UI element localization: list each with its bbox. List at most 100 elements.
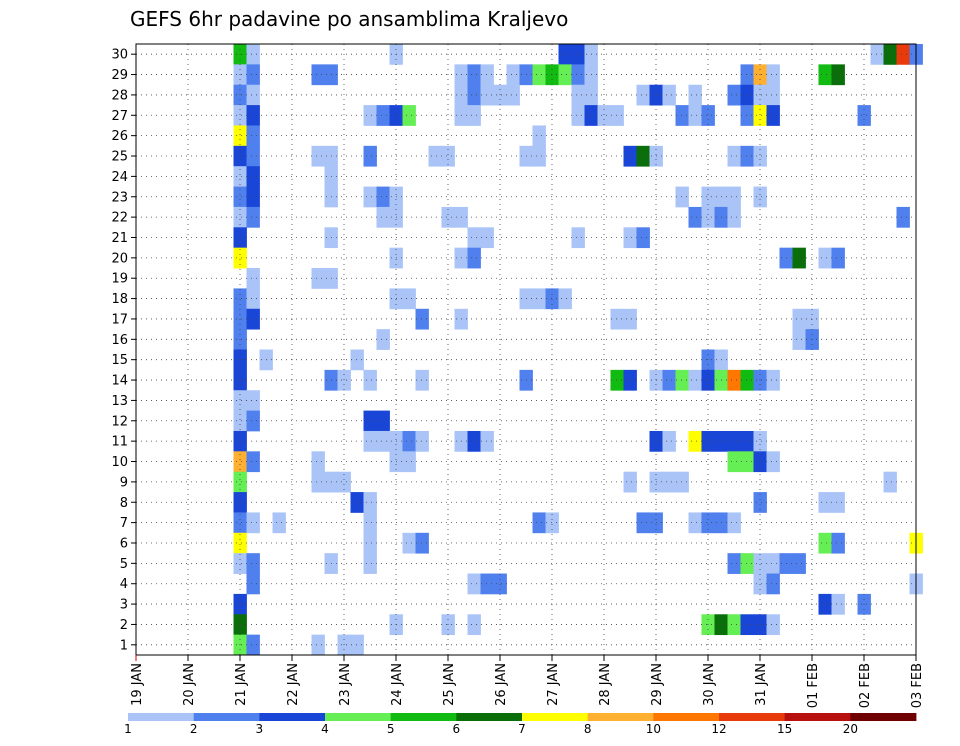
heatmap-cell <box>688 512 702 534</box>
heatmap-cell <box>233 206 247 228</box>
heatmap-cell <box>350 349 364 371</box>
heatmap-cell <box>233 84 247 106</box>
heatmap-cell <box>493 84 507 106</box>
heatmap-cell <box>558 44 572 65</box>
y-tick-label: 27 <box>111 109 128 124</box>
heatmap-cell <box>662 471 676 493</box>
y-axis: 1234567891011121314151617181920212223242… <box>111 48 136 653</box>
heatmap-cell <box>467 105 481 126</box>
y-tick-label: 4 <box>120 577 128 592</box>
legend-swatch <box>850 713 917 721</box>
heatmap-cell <box>753 553 767 574</box>
legend-label: 15 <box>777 722 792 736</box>
heatmap-cell <box>636 145 650 167</box>
heatmap-cell <box>545 512 559 534</box>
y-tick-label: 24 <box>111 170 128 185</box>
heatmap-cell <box>233 512 247 534</box>
heatmap-cell <box>363 553 377 574</box>
heatmap-cell <box>311 145 325 167</box>
heatmap-cell <box>363 430 377 452</box>
x-tick-label: 23 JAN <box>338 663 353 706</box>
heatmap-cell <box>688 430 702 452</box>
heatmap-cell <box>753 573 767 595</box>
heatmap-cell <box>233 492 247 513</box>
heatmap-cell <box>675 186 689 208</box>
heatmap-cell <box>233 430 247 452</box>
heatmap-cell <box>857 105 871 126</box>
heatmap-cell <box>753 105 767 126</box>
x-tick-label: 29 JAN <box>650 663 665 706</box>
heatmap-cell <box>727 430 741 452</box>
heatmap-cell <box>675 471 689 493</box>
legend-label: 5 <box>387 722 395 736</box>
heatmap-cell <box>233 186 247 208</box>
heatmap-cell <box>441 145 455 167</box>
heatmap-cell <box>233 125 247 147</box>
heatmap-cell <box>558 288 572 310</box>
heatmap-cell <box>571 64 585 86</box>
y-tick-label: 11 <box>111 435 128 450</box>
heatmap-cell <box>480 84 494 106</box>
heatmap-cell <box>246 125 260 147</box>
heatmap-cell <box>480 573 494 595</box>
heatmap-cell <box>233 471 247 493</box>
heatmap-cell <box>753 84 767 106</box>
y-tick-label: 28 <box>111 88 128 103</box>
heatmap-cell <box>740 105 754 126</box>
heatmap-cell <box>415 369 429 391</box>
chart-title: GEFS 6hr padavine po ansamblima Kraljevo <box>130 7 568 31</box>
y-tick-label: 2 <box>120 618 128 633</box>
x-tick-label: 20 JAN <box>182 663 197 706</box>
heatmap-cell <box>246 451 260 473</box>
heatmap-cell <box>415 430 429 452</box>
heatmap-cell <box>610 308 624 330</box>
heatmap-cell <box>480 430 494 452</box>
legend-label: 20 <box>843 722 858 736</box>
heatmap-cell <box>311 451 325 473</box>
heatmap-cell <box>233 145 247 167</box>
heatmap-cell <box>233 553 247 574</box>
x-tick-label: 31 JAN <box>754 663 769 706</box>
heatmap-cell <box>246 186 260 208</box>
heatmap-cell <box>623 308 637 330</box>
heatmap-cell <box>233 390 247 411</box>
heatmap-cell <box>753 430 767 452</box>
heatmap-cell <box>766 451 780 473</box>
heatmap-cell <box>662 84 676 106</box>
heatmap-cell <box>727 145 741 167</box>
heatmap-cell <box>350 634 364 656</box>
y-tick-label: 17 <box>111 312 128 327</box>
heatmap-cell <box>727 84 741 106</box>
heatmap-cell <box>792 553 806 574</box>
heatmap-cell <box>532 125 546 147</box>
y-tick-label: 6 <box>120 536 128 551</box>
heatmap-cell <box>311 634 325 656</box>
heatmap-cell <box>740 84 754 106</box>
heatmap-cell <box>506 84 520 106</box>
heatmap-cell <box>740 369 754 391</box>
heatmap-cell <box>441 206 455 228</box>
heatmap-cell <box>636 512 650 534</box>
heatmap-cell <box>610 105 624 126</box>
heatmap-cell <box>376 410 390 432</box>
heatmap-cell <box>311 268 325 289</box>
y-tick-label: 29 <box>111 68 128 83</box>
heatmap-cell <box>402 451 416 473</box>
legend-swatch <box>325 713 392 721</box>
heatmap-cell <box>246 166 260 187</box>
legend-swatch <box>653 713 720 721</box>
heatmap-cell <box>792 247 806 269</box>
y-tick-label: 18 <box>111 292 128 307</box>
x-tick-label: 19 JAN <box>130 663 145 706</box>
heatmap-cell <box>818 593 832 615</box>
heatmap-cell <box>727 614 741 636</box>
heatmap-cell <box>376 105 390 126</box>
heatmap-cell <box>766 614 780 636</box>
heatmap-cell <box>467 247 481 269</box>
heatmap-cell <box>766 573 780 595</box>
legend-label: 1 <box>124 722 132 736</box>
x-tick-label: 24 JAN <box>390 663 405 706</box>
x-tick-label: 02 FEB <box>858 663 873 708</box>
